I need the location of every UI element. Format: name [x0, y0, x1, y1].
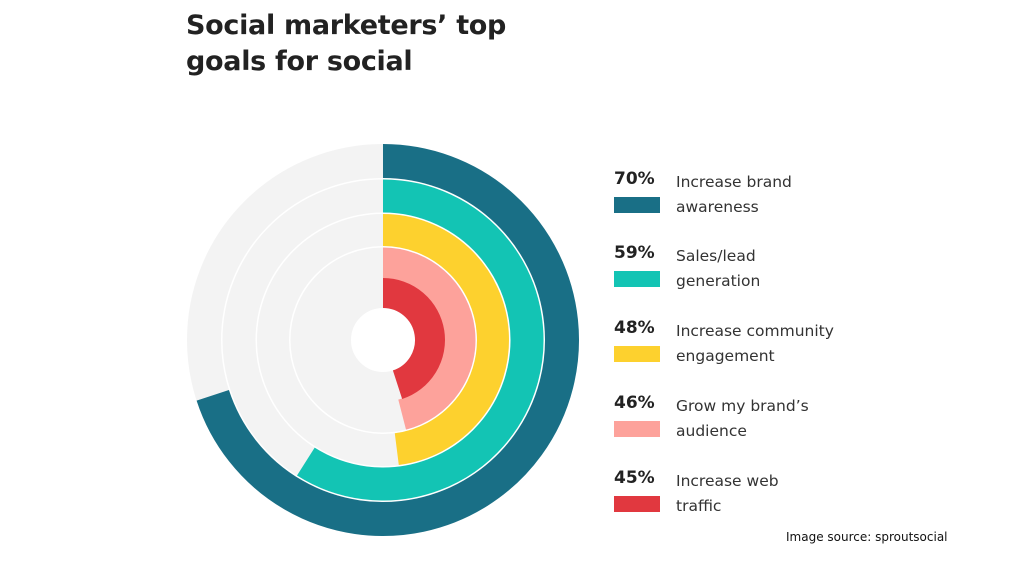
- image-source-caption: Image source: sproutsocial: [786, 530, 948, 544]
- legend-label-line-1: Increase brand: [676, 173, 792, 191]
- legend-item-lead-generation: 59% Sales/lead generation: [614, 242, 874, 292]
- legend-label-line-2: engagement: [676, 347, 775, 365]
- legend-label-line-2: awareness: [676, 198, 759, 216]
- legend-label: Sales/lead generation: [676, 244, 876, 294]
- page-title: Social marketers’ top goals for social: [186, 8, 546, 80]
- legend-label-line-2: generation: [676, 272, 761, 290]
- title-line-1: Social marketers’ top: [186, 10, 507, 41]
- ring-arc-brand-awareness: [196, 144, 579, 536]
- legend-label: Increase community engagement: [676, 319, 876, 369]
- legend-swatch: [614, 271, 660, 287]
- legend-item-brand-audience: 46% Grow my brand’s audience: [614, 392, 874, 442]
- legend-percent: 45%: [614, 468, 655, 488]
- legend-label: Grow my brand’s audience: [676, 394, 876, 444]
- legend-percent: 70%: [614, 169, 655, 189]
- legend-label-line-1: Increase community: [676, 322, 834, 340]
- legend-item-community-engagement: 48% Increase community engagement: [614, 317, 874, 367]
- legend-percent: 48%: [614, 318, 655, 338]
- ring-arc-web-traffic: [382, 278, 445, 399]
- legend-label: Increase brand awareness: [676, 170, 876, 220]
- ring-arc-brand-audience: [382, 247, 476, 430]
- legend-label-line-1: Increase web: [676, 472, 779, 490]
- legend-swatch: [614, 197, 660, 213]
- legend-percent: 46%: [614, 393, 655, 413]
- legend-label-line-2: audience: [676, 422, 747, 440]
- legend-label-line-2: traffic: [676, 497, 722, 515]
- legend-swatch: [614, 496, 660, 512]
- title-line-2: goals for social: [186, 46, 413, 77]
- legend-percent: 59%: [614, 243, 655, 263]
- legend-swatch: [614, 421, 660, 437]
- chart-arcs: [196, 144, 579, 536]
- legend-label: Increase web traffic: [676, 469, 876, 519]
- ring-arc-community-engagement: [382, 214, 509, 466]
- legend-item-brand-awareness: 70% Increase brand awareness: [614, 168, 874, 218]
- legend-label-line-1: Grow my brand’s: [676, 397, 809, 415]
- legend-swatch: [614, 346, 660, 362]
- ring-arc-lead-generation: [297, 179, 544, 501]
- legend-item-web-traffic: 45% Increase web traffic: [614, 467, 874, 517]
- legend-label-line-1: Sales/lead: [676, 247, 756, 265]
